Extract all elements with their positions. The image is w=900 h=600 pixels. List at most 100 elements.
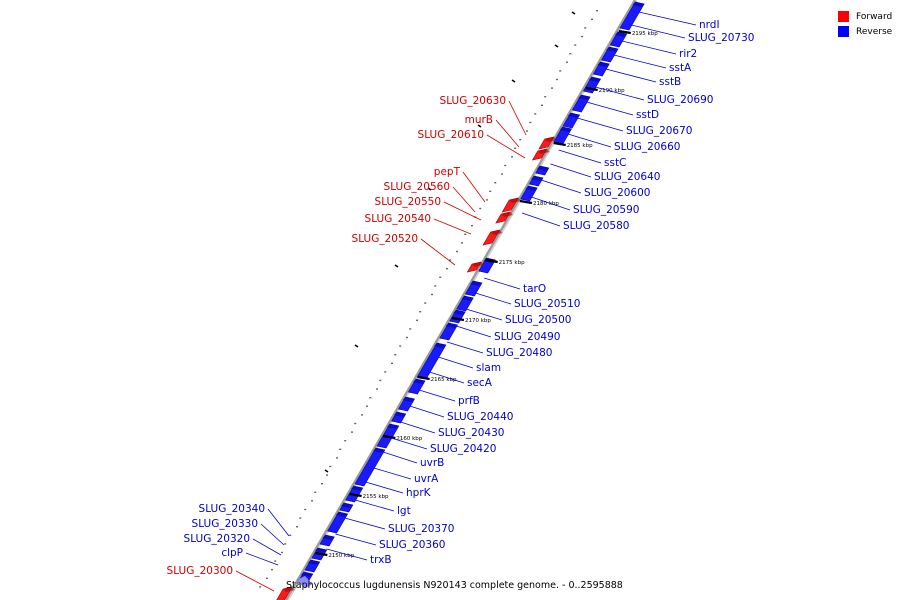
scale-tick-label: 2165 kbp bbox=[431, 377, 457, 383]
reverse-gene-label: SLUG_20510 bbox=[514, 298, 580, 310]
reverse-gene-block-shade bbox=[340, 503, 353, 508]
reverse-gene-label-leader bbox=[631, 24, 686, 39]
reverse-gene-label-leader bbox=[475, 292, 512, 305]
gc-dash bbox=[354, 344, 359, 348]
scale-tick-label: 2175 kbp bbox=[499, 260, 525, 266]
reverse-gene-label-leader bbox=[326, 548, 368, 561]
gc-dot bbox=[529, 121, 532, 124]
reverse-gene-label: uvrB bbox=[420, 457, 444, 469]
forward-gene-block-shade bbox=[501, 212, 514, 217]
forward-gene-label: SLUG_20540 bbox=[365, 213, 431, 225]
gc-dash bbox=[324, 469, 329, 473]
gc-dot bbox=[326, 474, 329, 476]
reverse-gene-label: SLUG_20500 bbox=[505, 314, 571, 326]
reverse-gene-block-shade bbox=[531, 176, 544, 181]
reverse-gene-label-leader bbox=[531, 196, 571, 211]
reverse-gene-label-leader bbox=[586, 101, 634, 116]
reverse-gene-label: tarO bbox=[523, 283, 546, 295]
reverse-gene-label: SLUG_20640 bbox=[594, 171, 660, 183]
reverse-gene-block-shade bbox=[559, 127, 572, 132]
reverse-gene-label: SLUG_20480 bbox=[486, 347, 552, 359]
reverse-gene-label-leader bbox=[550, 163, 592, 178]
reverse-gene-label: SLUG_20730 bbox=[688, 32, 754, 44]
reverse-gene-block-shade bbox=[614, 32, 627, 37]
reverse-gene-label-leader bbox=[260, 523, 285, 546]
reverse-gene-label: uvrA bbox=[414, 473, 439, 485]
forward-gene-label: SLUG_20550 bbox=[375, 196, 441, 208]
scale-tick-label: 2160 kbp bbox=[396, 436, 422, 442]
reverse-gene-label: SLUG_20590 bbox=[573, 204, 639, 216]
scale-tick bbox=[417, 375, 430, 381]
reverse-gene-label: secA bbox=[467, 377, 493, 389]
reverse-gene-block-shade bbox=[469, 281, 482, 286]
reverse-gene-block-shade bbox=[578, 95, 591, 100]
scale-tick-label: 2190 kbp bbox=[599, 88, 625, 94]
reverse-gene-label: slam bbox=[476, 362, 501, 374]
reverse-gene-label: trxB bbox=[370, 554, 392, 566]
gc-dot bbox=[446, 268, 449, 270]
gc-dot bbox=[289, 534, 292, 536]
reverse-gene-label: SLUG_20360 bbox=[379, 539, 445, 551]
gc-dot bbox=[321, 483, 324, 485]
gc-dash bbox=[394, 264, 399, 268]
gc-dot bbox=[504, 164, 507, 167]
reverse-gene-block-shade bbox=[597, 62, 610, 67]
strand-legend: Forward Reverse bbox=[838, 9, 892, 39]
reverse-gene-label: SLUG_20490 bbox=[494, 331, 560, 343]
gc-dot bbox=[464, 233, 467, 235]
forward-gene-label: pepT bbox=[434, 166, 461, 178]
reverse-gene-label: sstB bbox=[659, 76, 681, 88]
reverse-gene-label-leader bbox=[605, 68, 657, 83]
gc-dot bbox=[369, 397, 372, 399]
gc-dot bbox=[434, 285, 437, 287]
reverse-gene-block-shade bbox=[606, 47, 619, 52]
forward-gene-label-leader bbox=[486, 134, 526, 159]
forward-gene-block-shade bbox=[537, 149, 550, 154]
reverse-gene-label: nrdI bbox=[699, 19, 720, 31]
gc-dot bbox=[439, 276, 442, 278]
reverse-gene-block-shade bbox=[350, 486, 363, 491]
reverse-swatch bbox=[838, 26, 849, 37]
scale-tick bbox=[383, 434, 396, 440]
scale-tick bbox=[485, 258, 498, 264]
reverse-gene-block-shade bbox=[445, 323, 458, 328]
scale-tick-label: 2155 kbp bbox=[363, 494, 389, 500]
forward-gene-label-leader bbox=[508, 100, 527, 136]
gc-dot bbox=[471, 225, 474, 227]
forward-gene-label-leader bbox=[433, 218, 472, 235]
gc-dot bbox=[311, 500, 314, 502]
gc-dot bbox=[569, 53, 572, 55]
reverse-gene-block-shade bbox=[588, 77, 601, 82]
gc-dot bbox=[591, 18, 594, 20]
gc-dot bbox=[544, 96, 547, 98]
gc-dot bbox=[304, 508, 307, 511]
gc-dash bbox=[511, 79, 516, 83]
gc-dash bbox=[554, 44, 559, 48]
forward-gene-label: SLUG_20520 bbox=[352, 233, 418, 245]
gc-dot bbox=[351, 431, 354, 433]
reverse-gene-label: sstC bbox=[604, 157, 626, 169]
reverse-gene-block-shade bbox=[412, 379, 425, 384]
gc-dot bbox=[416, 319, 419, 321]
forward-gene-label: SLUG_20610 bbox=[418, 129, 484, 141]
scale-tick-label: 2185 kbp bbox=[567, 143, 593, 149]
reverse-gene-block-shade bbox=[632, 2, 645, 7]
gc-dot bbox=[409, 328, 412, 330]
reverse-gene-label-leader bbox=[335, 533, 377, 546]
reverse-gene-label-leader bbox=[245, 552, 279, 566]
reverse-gene-label-leader bbox=[391, 437, 428, 450]
gc-dot bbox=[376, 388, 379, 390]
reverse-gene-label-leader bbox=[382, 451, 418, 464]
reverse-gene-label: rir2 bbox=[679, 48, 697, 60]
reverse-gene-label-leader bbox=[456, 325, 492, 338]
reverse-gene-label: SLUG_20440 bbox=[447, 411, 513, 423]
reverse-gene-label: SLUG_20690 bbox=[647, 94, 713, 106]
gc-dot bbox=[344, 440, 347, 442]
gc-dot bbox=[511, 156, 514, 158]
reverse-gene-label-leader bbox=[418, 389, 456, 402]
gc-dot bbox=[299, 517, 302, 519]
reverse-gene-block-shade bbox=[386, 424, 399, 429]
reverse-gene-label-leader bbox=[567, 133, 612, 148]
reverse-gene-block-shade bbox=[307, 560, 320, 565]
gc-dot bbox=[329, 465, 332, 468]
